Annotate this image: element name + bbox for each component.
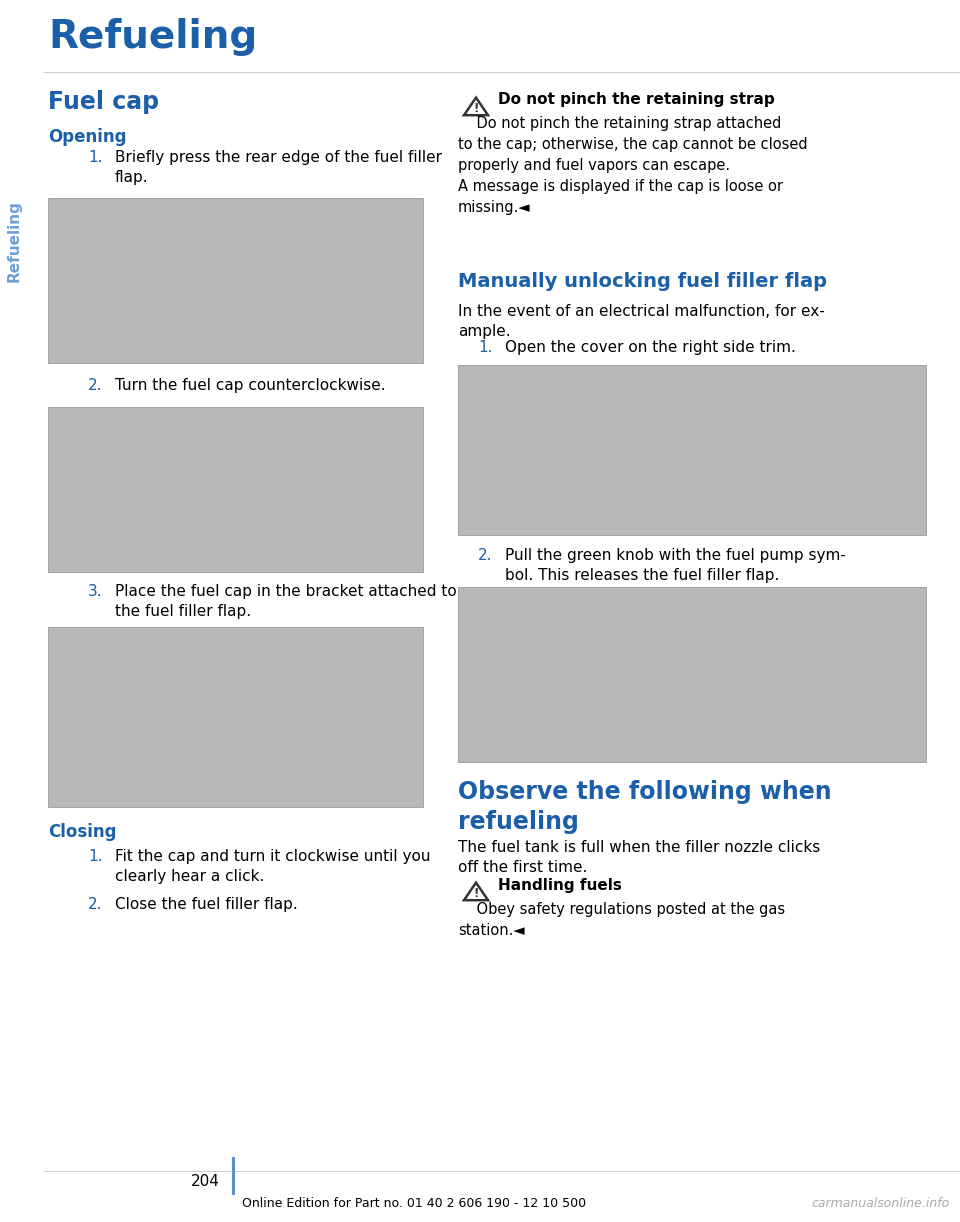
Text: Obey safety regulations posted at the gas
station.◄: Obey safety regulations posted at the ga… — [458, 902, 785, 938]
Text: Place the fuel cap in the bracket attached to
the fuel filler flap.: Place the fuel cap in the bracket attach… — [115, 584, 457, 620]
Text: 2.: 2. — [88, 897, 103, 912]
Text: Close the fuel filler flap.: Close the fuel filler flap. — [115, 897, 298, 912]
Text: !: ! — [473, 103, 479, 115]
Text: !: ! — [473, 887, 479, 901]
Text: Do not pinch the retaining strap attached
to the cap; otherwise, the cap cannot : Do not pinch the retaining strap attache… — [458, 116, 807, 215]
Text: 2.: 2. — [88, 378, 103, 393]
Bar — [48, 627, 423, 807]
Text: Online Edition for Part no. 01 40 2 606 190 - 12 10 500: Online Edition for Part no. 01 40 2 606 … — [242, 1198, 587, 1210]
Bar — [232, 1157, 235, 1195]
Text: Opening: Opening — [48, 128, 127, 145]
Text: Refueling: Refueling — [48, 18, 257, 56]
Text: Do not pinch the retaining strap: Do not pinch the retaining strap — [498, 92, 775, 108]
Text: 1.: 1. — [88, 150, 103, 165]
Text: Refueling: Refueling — [7, 200, 21, 282]
Bar — [48, 407, 423, 572]
Text: Open the cover on the right side trim.: Open the cover on the right side trim. — [505, 340, 796, 356]
Text: In the event of an electrical malfunction, for ex-
ample.: In the event of an electrical malfunctio… — [458, 304, 825, 340]
Text: 1.: 1. — [88, 849, 103, 864]
Text: 204: 204 — [191, 1174, 220, 1189]
Text: Handling fuels: Handling fuels — [498, 877, 622, 893]
Text: Fit the cap and turn it clockwise until you
clearly hear a click.: Fit the cap and turn it clockwise until … — [115, 849, 430, 885]
Bar — [458, 587, 926, 763]
Text: Fuel cap: Fuel cap — [48, 90, 159, 114]
Text: Turn the fuel cap counterclockwise.: Turn the fuel cap counterclockwise. — [115, 378, 386, 393]
Text: 3.: 3. — [88, 584, 103, 599]
Text: Briefly press the rear edge of the fuel filler
flap.: Briefly press the rear edge of the fuel … — [115, 150, 442, 186]
Text: The fuel tank is full when the filler nozzle clicks
off the first time.: The fuel tank is full when the filler no… — [458, 840, 820, 875]
Text: Manually unlocking fuel filler flap: Manually unlocking fuel filler flap — [458, 273, 827, 291]
Text: 2.: 2. — [478, 547, 492, 563]
Text: Closing: Closing — [48, 822, 116, 841]
Bar — [458, 365, 926, 535]
Text: Pull the green knob with the fuel pump sym-
bol. This releases the fuel filler f: Pull the green knob with the fuel pump s… — [505, 547, 846, 583]
Text: Observe the following when
refueling: Observe the following when refueling — [458, 780, 831, 833]
Text: carmanualsonline.info: carmanualsonline.info — [812, 1198, 950, 1210]
Text: 1.: 1. — [478, 340, 492, 356]
Bar — [48, 198, 423, 363]
